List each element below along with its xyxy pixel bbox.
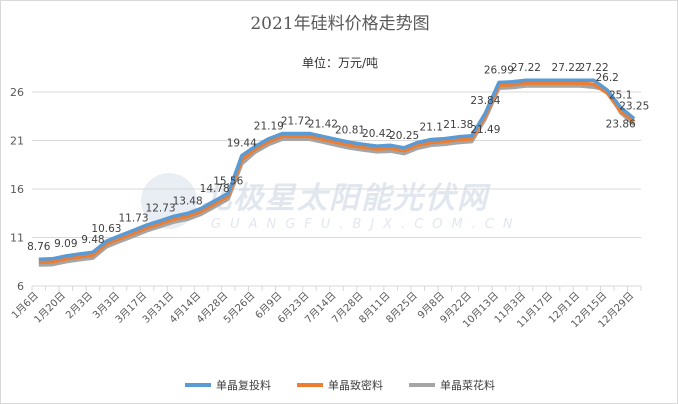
- data-label: 27.22: [579, 62, 609, 74]
- chart-title: 2021年硅料价格走势图: [250, 14, 430, 34]
- data-label: 20.81: [335, 124, 365, 136]
- data-label: 11.73: [118, 212, 148, 224]
- x-tick-label: 2月3日: [63, 290, 95, 322]
- data-label: 14.78: [200, 183, 230, 195]
- y-tick-label: 11: [10, 232, 24, 245]
- legend-item: 单晶致密料: [297, 377, 383, 393]
- data-label: 12.73: [146, 203, 176, 215]
- data-label: 8.76: [27, 241, 51, 253]
- y-tick-label: 21: [10, 135, 24, 148]
- y-tick-label: 6: [17, 280, 24, 293]
- data-label: 23.84: [470, 95, 500, 107]
- y-tick-label: 16: [10, 183, 24, 196]
- chart-subtitle: 单位：万元/吨: [301, 56, 379, 70]
- y-tick-label: 26: [10, 86, 24, 99]
- data-label: 23.25: [619, 101, 649, 113]
- data-label: 15.56: [213, 175, 243, 187]
- legend-label: 单晶致密料: [328, 379, 383, 392]
- legend-label: 单晶菜花料: [440, 379, 495, 392]
- legend-swatch: [185, 383, 211, 387]
- data-label: 9.48: [81, 234, 104, 246]
- data-label: 20.25: [389, 130, 419, 142]
- legend-label: 单晶复投料: [216, 379, 271, 392]
- data-label: 23.86: [606, 119, 636, 131]
- data-label: 26.2: [595, 72, 618, 84]
- data-label: 21.1: [420, 122, 443, 134]
- data-label: 21.19: [254, 121, 284, 133]
- data-label: 21.42: [308, 118, 338, 130]
- series-line-2: [38, 81, 636, 264]
- data-label: 13.48: [173, 195, 203, 207]
- data-label: 20.42: [362, 128, 392, 140]
- legend: 单晶复投料 单晶致密料 单晶菜花料: [1, 377, 677, 393]
- data-label: 21.49: [470, 124, 500, 136]
- legend-item: 单晶复投料: [185, 377, 271, 393]
- series-line-3: [38, 84, 636, 267]
- legend-swatch: [409, 383, 435, 387]
- data-label: 27.22: [552, 62, 582, 74]
- data-label: 19.44: [227, 138, 257, 150]
- data-label: 21.72: [281, 116, 311, 128]
- data-label: 26.99: [484, 64, 514, 76]
- legend-item: 单晶菜花料: [409, 377, 495, 393]
- data-label: 27.22: [511, 62, 541, 74]
- data-label: 21.38: [443, 119, 473, 131]
- series-line-1: [38, 78, 636, 261]
- data-label: 9.09: [54, 238, 77, 250]
- watermark-subtext: GUANGFU.BJX.COM.CN: [211, 217, 522, 232]
- legend-swatch: [297, 383, 323, 387]
- data-label: 10.63: [91, 223, 121, 235]
- watermark-text: 北极星太阳能光伏网: [201, 181, 489, 216]
- data-label: 25.1: [609, 90, 632, 102]
